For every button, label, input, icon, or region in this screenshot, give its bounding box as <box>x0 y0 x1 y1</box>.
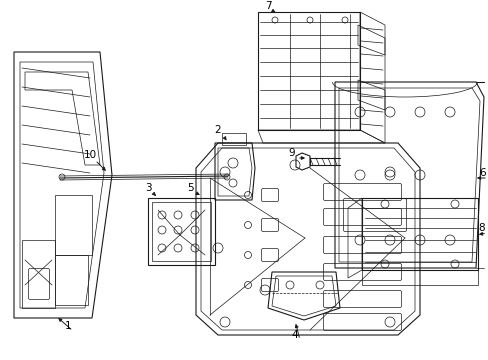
Text: 1: 1 <box>64 321 71 331</box>
Text: 10: 10 <box>83 150 96 160</box>
Text: 4: 4 <box>291 330 298 340</box>
Text: 5: 5 <box>187 183 194 193</box>
Text: 2: 2 <box>214 125 221 135</box>
Text: 6: 6 <box>479 168 486 178</box>
Text: 8: 8 <box>478 223 484 233</box>
Text: 7: 7 <box>264 1 271 11</box>
Text: 3: 3 <box>144 183 151 193</box>
Text: 9: 9 <box>288 148 295 158</box>
